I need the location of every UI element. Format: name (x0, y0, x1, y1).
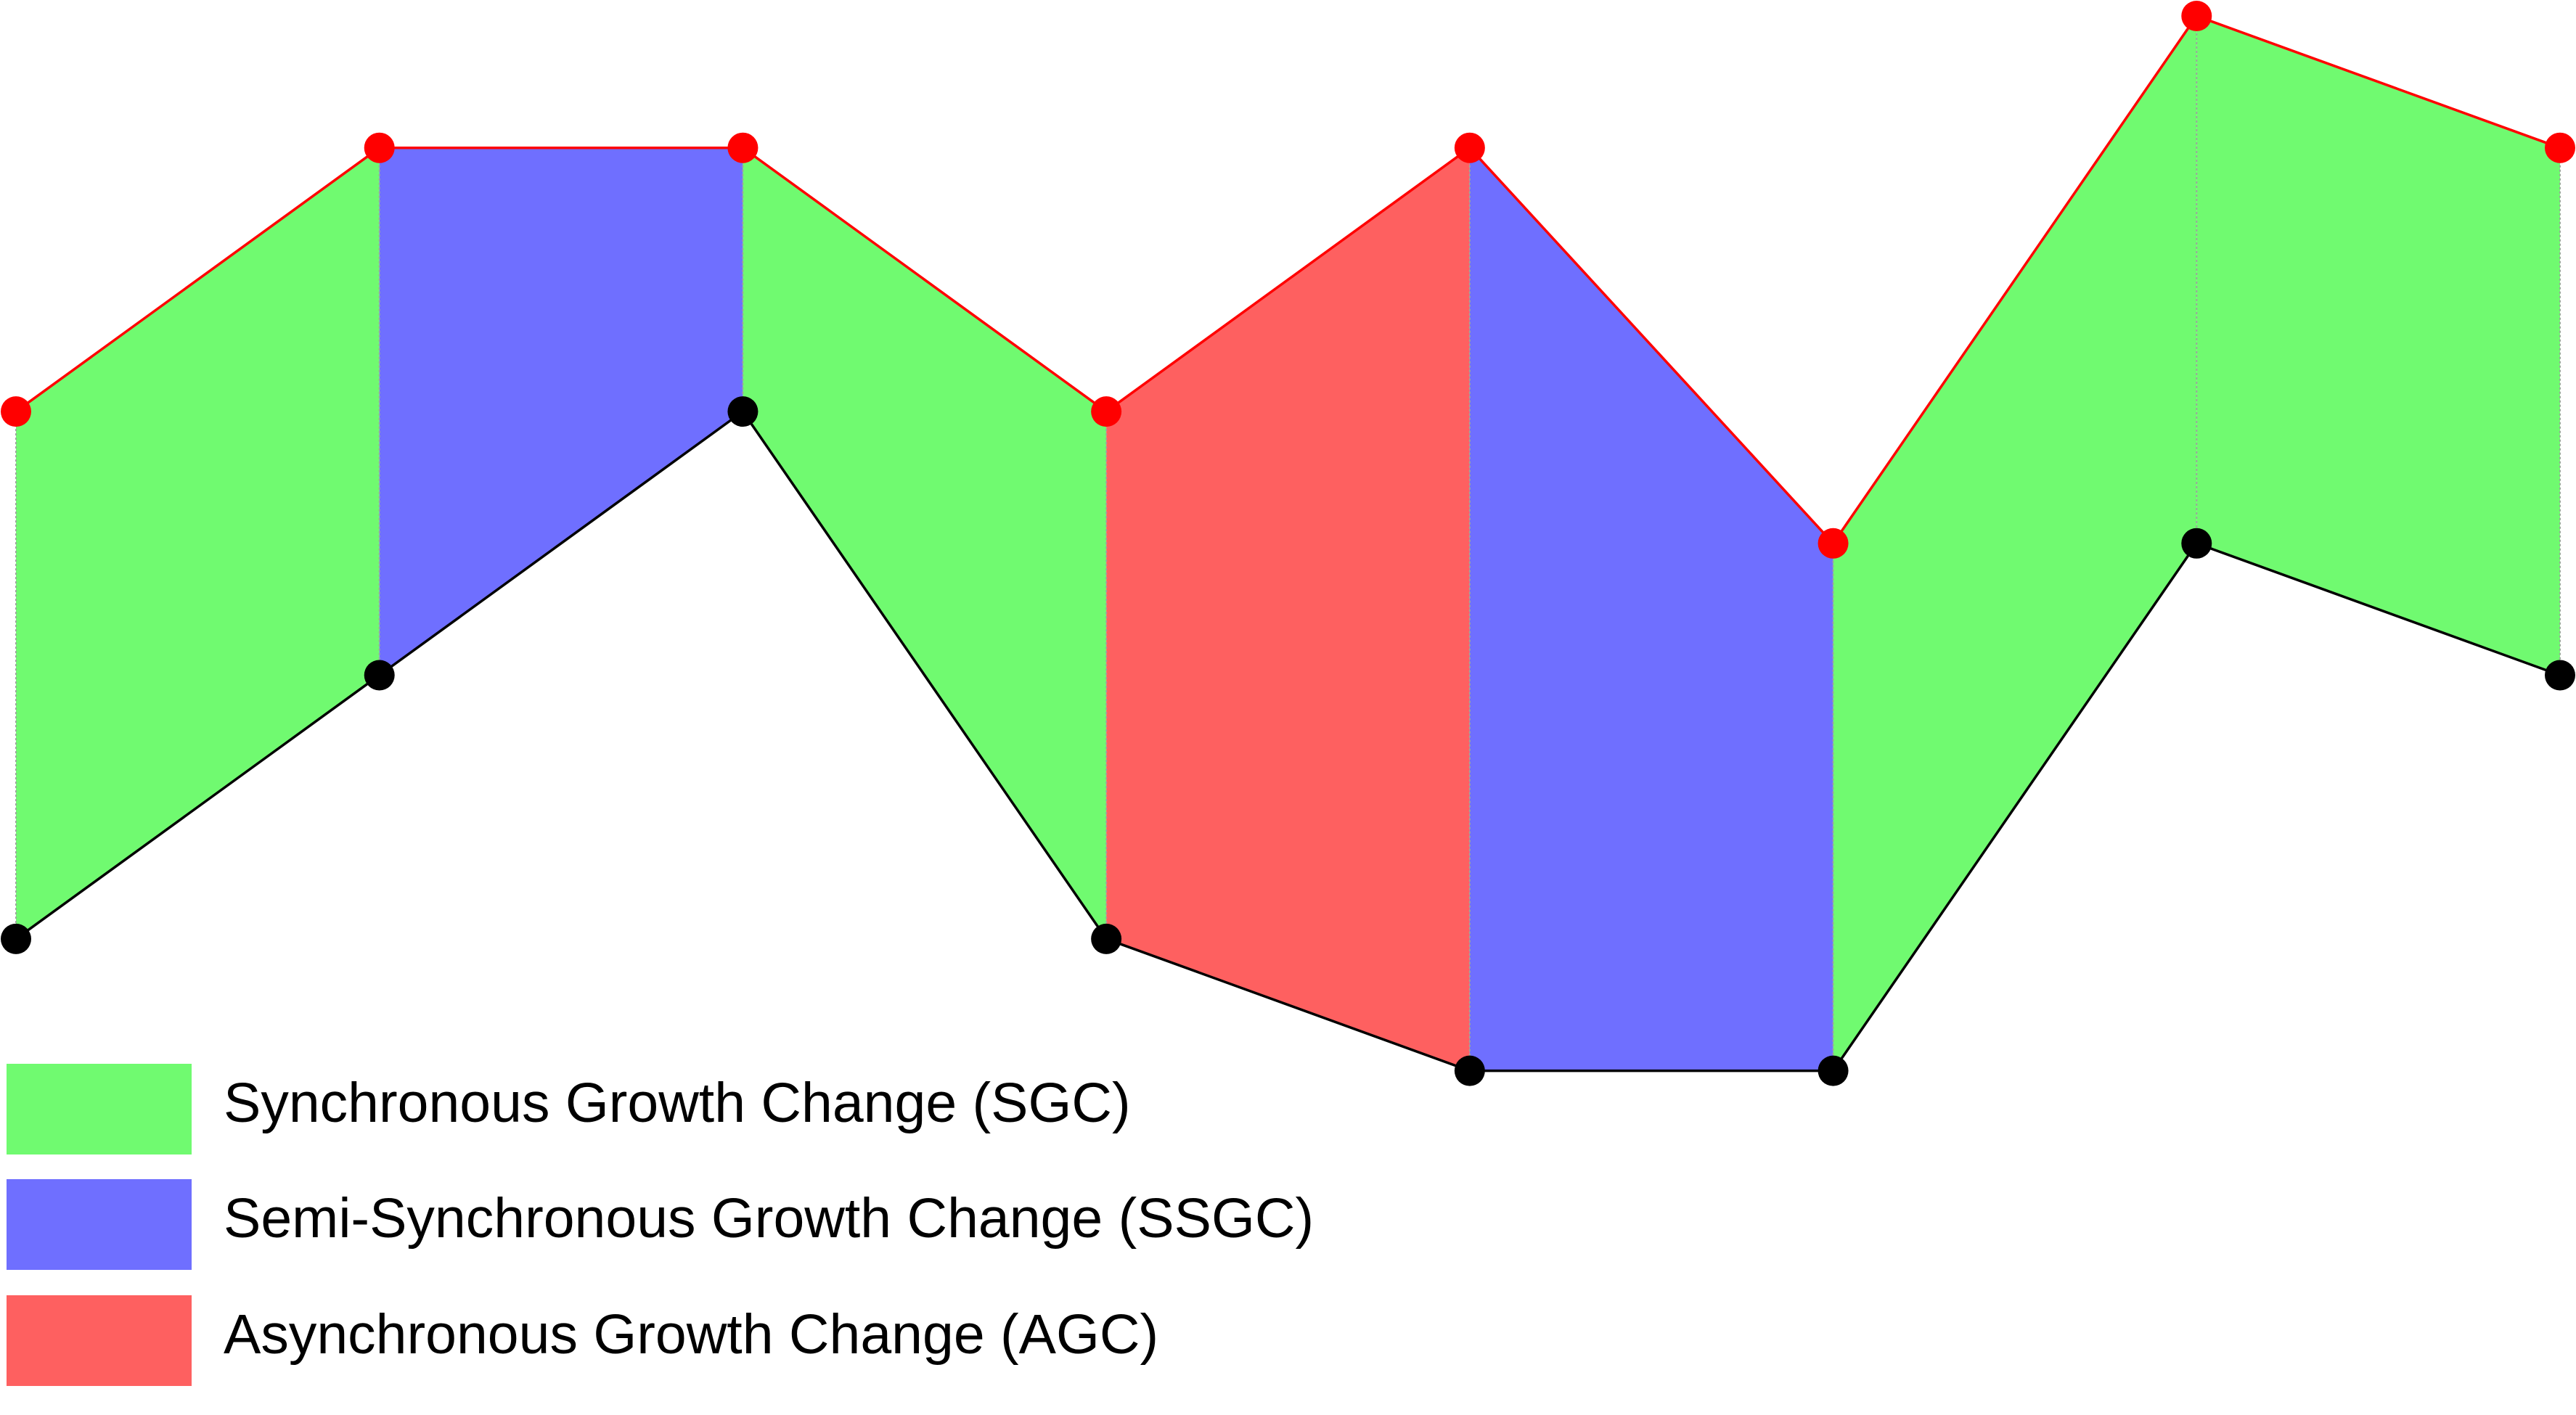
segment-sgc-3 (743, 147, 1107, 939)
segment-ssgc-5 (1469, 147, 1833, 1071)
legend-label-agc: Asynchronous Growth Change (AGC) (224, 1303, 1158, 1366)
upper-point-8 (2545, 132, 2575, 163)
legend-label-sgc: Synchronous Growth Change (SGC) (224, 1072, 1131, 1134)
upper-point-1 (1, 396, 31, 427)
lower-point-4 (1091, 923, 1122, 954)
segments-layer (16, 16, 2560, 1071)
legend-swatch-agc (7, 1295, 192, 1386)
lower-point-3 (727, 396, 759, 427)
segment-sgc-6 (1833, 16, 2197, 1071)
upper-point-6 (1817, 528, 1849, 559)
legend-swatch-sgc (7, 1064, 192, 1154)
segment-sgc-7 (2196, 16, 2560, 676)
upper-point-3 (727, 132, 759, 163)
segment-ssgc-2 (379, 147, 743, 676)
lower-point-6 (1817, 1055, 1849, 1086)
lines-layer (15, 14, 2561, 1072)
lower-point-8 (2545, 660, 2575, 691)
legend-item-sgc: Synchronous Growth Change (SGC) (7, 1064, 1131, 1154)
legend-item-agc: Asynchronous Growth Change (AGC) (7, 1295, 1158, 1386)
upper-point-5 (1454, 132, 1485, 163)
segment-sgc-1 (16, 147, 380, 939)
lower-point-2 (364, 660, 395, 691)
legend-item-ssgc: Semi-Synchronous Growth Change (SSGC) (7, 1179, 1314, 1270)
segment-agc-4 (1106, 147, 1470, 1071)
lower-point-7 (2181, 528, 2212, 559)
lower-point-1 (1, 923, 31, 954)
upper-point-4 (1091, 396, 1122, 427)
upper-point-2 (364, 132, 395, 163)
upper-series-line (15, 14, 2561, 546)
legend-label-ssgc: Semi-Synchronous Growth Change (SSGC) (224, 1187, 1314, 1250)
points-layer (1, 1, 2575, 1086)
legend-swatch-ssgc (7, 1179, 192, 1270)
lower-series-line (15, 409, 2561, 1072)
lower-point-5 (1454, 1055, 1485, 1086)
legend: Synchronous Growth Change (SGC) Semi-Syn… (7, 1064, 1314, 1386)
upper-point-7 (2181, 1, 2212, 31)
